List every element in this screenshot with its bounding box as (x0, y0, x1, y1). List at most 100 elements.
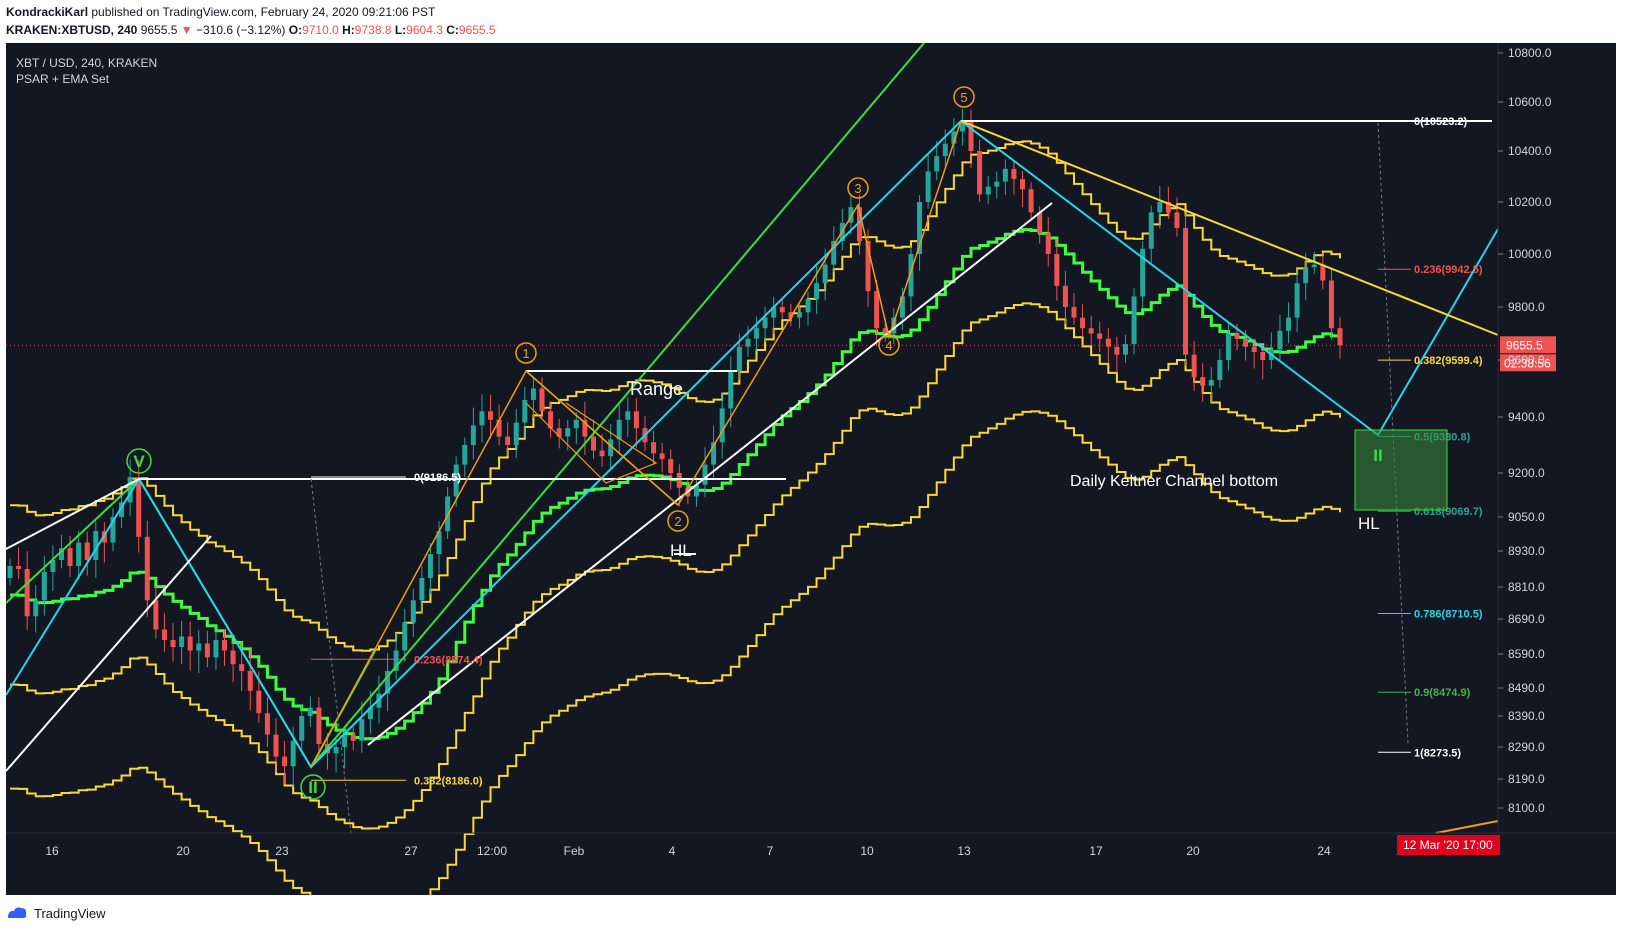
candle-body (899, 296, 905, 318)
y-tick-label: 8490.0 (1508, 681, 1545, 695)
candle-body (865, 241, 871, 292)
y-tick-label: 10200.0 (1508, 195, 1552, 209)
candle-body (1337, 328, 1343, 346)
candle-body (462, 445, 468, 465)
candle-body (222, 640, 228, 651)
candle-body (882, 328, 888, 334)
footer: TradingView (6, 900, 106, 926)
candle-body (805, 299, 811, 313)
candle-body (1071, 307, 1077, 318)
candle-body (342, 734, 348, 747)
candle-body (814, 283, 820, 300)
chart-container[interactable]: 0(10523.2)0.236(9942.5)0.382(9599.4)0.5(… (5, 42, 1616, 928)
fib-level-label: 0.236(9942.5) (1414, 264, 1483, 276)
annotation-label: HL (1358, 514, 1380, 533)
x-tick-label: Feb (564, 844, 585, 858)
annotation-label: Daily Keltner Channel bottom (1070, 473, 1278, 490)
annotation-label: Range (630, 379, 683, 399)
candle-body (608, 439, 614, 457)
major-label-circle (126, 448, 152, 474)
x-tick-label: 20 (176, 844, 190, 858)
candle-body (1020, 179, 1026, 190)
x-tick-label: 13 (957, 844, 971, 858)
candle-body (479, 411, 485, 426)
y-tick-label: 8390.0 (1508, 709, 1545, 723)
candle-body (84, 542, 90, 560)
target-zone-box (1354, 429, 1448, 511)
x-tick-label: 4 (669, 844, 676, 858)
series-title[interactable]: XBT / USD, 240, KRAKEN (16, 56, 158, 70)
candle-body (1174, 212, 1180, 228)
candle-body (1311, 264, 1317, 268)
candle-body (522, 399, 528, 423)
candle-body (728, 371, 734, 409)
publish-text: published on TradingView.com, February 2… (91, 5, 436, 19)
candle-body (264, 713, 270, 735)
candle-body (1303, 267, 1309, 284)
range-orange-zz (525, 402, 658, 484)
y-tick-label: 8290.0 (1508, 740, 1545, 754)
candle-body (204, 643, 210, 658)
y-tick-label: 8930.0 (1508, 544, 1545, 558)
candle-body (951, 131, 957, 144)
candle-body (942, 143, 948, 157)
price-chart[interactable]: 0(10523.2)0.236(9942.5)0.382(9599.4)0.5(… (5, 42, 1616, 928)
indicator-title[interactable]: PSAR + EMA Set (16, 72, 110, 86)
y-tick-label: 8810.0 (1508, 580, 1545, 594)
candle-body (16, 566, 22, 569)
candle-body (187, 636, 193, 651)
y-tick-label: 9200.0 (1508, 466, 1545, 480)
candle-body (676, 473, 682, 488)
candle-body (582, 419, 588, 437)
footer-brand[interactable]: TradingView (34, 905, 106, 921)
chart-legend: XBT / USD, 240, KRAKEN PSAR + EMA Set (16, 55, 157, 87)
candle-body (239, 664, 245, 671)
high-label: H: (342, 23, 355, 37)
candle-body (1088, 328, 1094, 334)
x-tick-label: 20 (1186, 844, 1200, 858)
candle-body (153, 600, 159, 630)
candle-body (599, 450, 605, 457)
candle-body (290, 740, 296, 767)
candle-body (771, 307, 777, 318)
candle-body (496, 419, 502, 437)
candle-body (1105, 338, 1111, 347)
candle-body (590, 436, 596, 451)
candle-body (668, 459, 674, 473)
price-value: 9655.5 (140, 23, 178, 37)
candle-body (719, 408, 725, 443)
candle-body (1028, 189, 1034, 213)
wave-label: 1 (522, 346, 529, 361)
candle-body (1037, 212, 1043, 234)
candle-body (754, 328, 760, 339)
close-label: C: (446, 23, 459, 37)
y-tick-label: 10600.0 (1508, 95, 1552, 109)
candle-body (573, 419, 579, 429)
channel-green-upper (310, 42, 925, 768)
fib-left-label: 0(9186.5) (414, 472, 461, 484)
x-tick-label: 12:00 (477, 844, 507, 858)
candle-body (1054, 254, 1060, 286)
candle-body (1122, 344, 1128, 355)
candle-body (1131, 296, 1137, 345)
candle-body (402, 622, 408, 651)
major-label-circle (300, 774, 326, 800)
candle-body (994, 181, 1000, 187)
candle-body (427, 554, 433, 578)
candle-body (616, 419, 622, 440)
candle-body (453, 464, 459, 497)
candle-body (1277, 330, 1283, 350)
candle-body (213, 640, 219, 658)
wave-label-circle (847, 177, 869, 199)
ohlc-bar: KRAKEN:XBTUSD, 240 9655.5 ▼ −310.6 (−3.1… (6, 22, 496, 38)
candle-body (1114, 346, 1120, 355)
candle-body (119, 502, 125, 517)
candle-body (1140, 248, 1146, 297)
author-name[interactable]: KondrackiKarl (6, 5, 89, 19)
fib-left-label: 0.236(8574.4) (414, 654, 483, 666)
x-tick-label: 24 (1317, 844, 1331, 858)
candle-body (1011, 168, 1017, 180)
fib-left-dash (310, 478, 352, 834)
y-tick-label: 9050.0 (1508, 510, 1545, 524)
publish-info: KondrackiKarl published on TradingView.c… (6, 4, 435, 20)
